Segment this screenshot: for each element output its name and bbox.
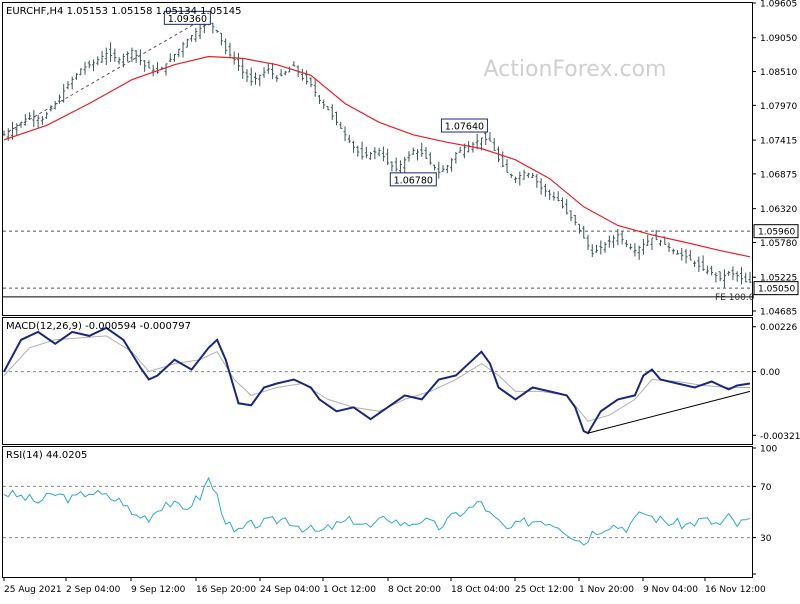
rsi-axis: 100 70 30 [752, 445, 777, 575]
rsi-title: RSI(14) 44.0205 [6, 450, 87, 461]
price-label: 1.07640 [445, 122, 484, 133]
time-tick-label: 9 Nov 04:00 [643, 585, 698, 595]
time-tick-label: 18 Oct 04:00 [451, 585, 510, 595]
trend-line [8, 17, 205, 133]
watermark: ActionForex.com [484, 57, 667, 82]
time-axis: 25 Aug 2021 2 Sep 04:00 9 Sep 12:00 16 Sep … [3, 577, 766, 595]
rsi-series-layer [3, 476, 752, 546]
time-tick-label: 1 Nov 20:00 [579, 585, 634, 595]
time-tick-label: 16 Sep 20:00 [196, 585, 256, 595]
rsi-tick-label: 70 [760, 483, 772, 493]
macd-tick-label: 0.00226 [760, 323, 797, 333]
price-label-box [440, 118, 488, 133]
rsi-tick-label: 30 [760, 534, 772, 544]
price-tick-label: 1.05780 [760, 239, 797, 249]
macd-tick-label: 0.00 [760, 368, 780, 378]
signal-line [3, 335, 750, 422]
price-label: 1.09360 [168, 14, 207, 25]
price-tick-label: 1.07970 [760, 102, 797, 112]
axis-level-label: 1.05050 [758, 285, 795, 295]
price-title: EURCHF,H4 1.05153 1.05158 1.05134 1.0514… [6, 6, 242, 17]
price-tick-label: 1.05225 [760, 274, 797, 284]
time-tick-label: 1 Oct 12:00 [323, 585, 376, 595]
rsi-line [3, 476, 751, 546]
price-tick-label: 1.04685 [760, 308, 797, 318]
price-tick-label: 1.06320 [760, 205, 797, 215]
price-tick-label: 1.09050 [760, 34, 797, 44]
time-tick-label: 25 Aug 2021 [4, 585, 62, 595]
price-tick-label: 1.08510 [760, 68, 797, 78]
price-label-box [389, 172, 437, 187]
sma-line [3, 55, 751, 258]
time-tick-label: 9 Sep 12:00 [131, 585, 186, 595]
price-axis: 1.09605 1.09050 1.08510 1.07970 1.07415 1.068… [752, 0, 797, 318]
time-tick-label: 16 Nov 12:00 [705, 585, 766, 595]
macd-series-layer [3, 326, 752, 435]
rsi-panel [2, 446, 753, 578]
macd-line [3, 326, 751, 435]
time-tick-label: 2 Sep 04:00 [66, 585, 121, 595]
price-tick-label: 1.07415 [760, 137, 797, 147]
fib-extension-label: FE 100.0 [715, 293, 755, 303]
price-tick-label: 1.06875 [760, 170, 797, 180]
time-tick-label: 25 Oct 12:00 [515, 585, 574, 595]
axis-label-box [753, 224, 799, 239]
macd-trend-line [587, 390, 751, 434]
price-label-box [163, 10, 211, 25]
axis-level-label: 1.05960 [758, 228, 795, 238]
price-tick-label: 1.09605 [760, 0, 797, 10]
macd-title: MACD(12,26,9) -0.000594 -0.000797 [6, 321, 191, 332]
price-label: 1.06780 [394, 175, 433, 186]
axis-label-box [753, 281, 799, 296]
price-series-layer [2, 17, 752, 298]
time-tick-label: 8 Oct 20:00 [388, 585, 441, 595]
time-tick-label: 24 Sep 04:00 [260, 585, 320, 595]
rsi-tick-label: 100 [760, 445, 777, 455]
